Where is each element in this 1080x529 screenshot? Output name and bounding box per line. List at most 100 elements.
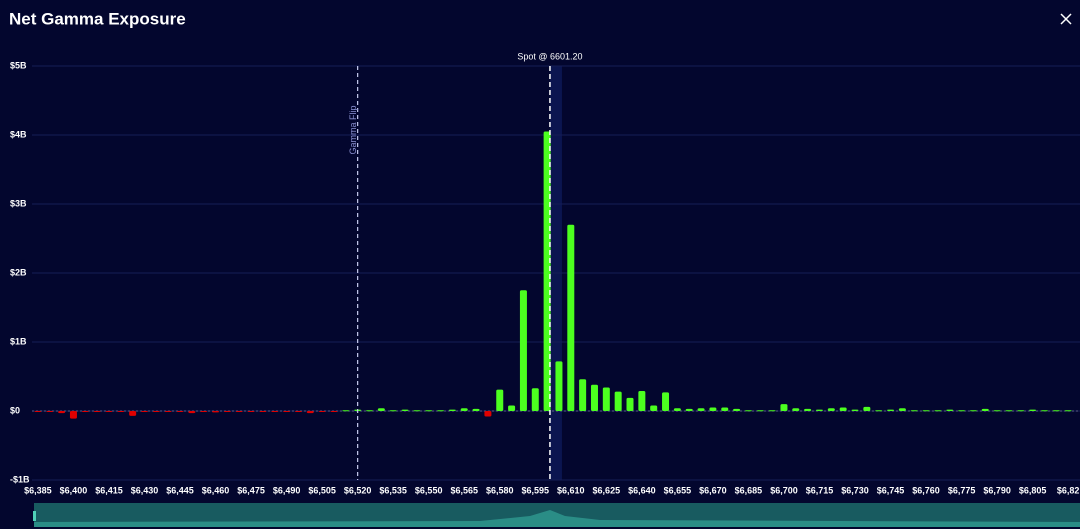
bar (294, 411, 302, 412)
bar (484, 411, 492, 417)
x-tick-label: $6,685 (735, 485, 763, 495)
bar (472, 408, 480, 411)
x-tick-label: $6,715 (806, 485, 834, 495)
x-tick-label: $6,400 (60, 485, 88, 495)
bar (910, 410, 918, 412)
bar (1040, 410, 1048, 412)
bar (685, 408, 693, 411)
x-tick-label: $6,490 (273, 485, 301, 495)
bar (662, 392, 670, 411)
bar (650, 405, 658, 411)
bar (425, 410, 433, 412)
bar (543, 131, 551, 412)
bar (93, 411, 101, 412)
bar (259, 411, 267, 412)
bar (602, 387, 610, 411)
y-tick-label: $2B (10, 267, 27, 277)
chart-title: Net Gamma Exposure (9, 9, 186, 28)
bar (946, 409, 954, 411)
x-tick-label: $6,475 (237, 485, 265, 495)
bar (792, 408, 800, 411)
bar (235, 411, 243, 412)
y-tick-label: -$1B (10, 474, 30, 484)
bar (283, 411, 291, 412)
bar (129, 411, 137, 416)
x-tick-label: $6,535 (379, 485, 407, 495)
bar (1052, 410, 1060, 412)
bar (377, 408, 385, 411)
bar (1017, 410, 1025, 412)
x-tick-label: $6,730 (841, 485, 869, 495)
x-tick-label: $6,640 (628, 485, 656, 495)
bar (330, 411, 338, 412)
bar (934, 410, 942, 412)
x-tick-label: $6,385 (24, 485, 52, 495)
bar (673, 408, 681, 411)
x-tick-label: $6,505 (308, 485, 336, 495)
bar (768, 410, 776, 412)
bar (223, 411, 231, 412)
y-tick-label: $4B (10, 129, 27, 139)
x-tick-label: $6,610 (557, 485, 585, 495)
bar (1029, 409, 1037, 411)
x-tick-label: $6,82 (1057, 485, 1080, 495)
x-tick-label: $6,655 (664, 485, 692, 495)
bar (34, 411, 42, 412)
x-tick-label: $6,625 (593, 485, 621, 495)
navigator[interactable] (33, 503, 1080, 527)
bar (638, 390, 646, 411)
bar (1064, 410, 1072, 412)
bar (365, 410, 373, 412)
bar (590, 384, 598, 411)
bar (212, 411, 220, 413)
bar (887, 409, 895, 411)
bar (437, 410, 445, 412)
x-tick-label: $6,760 (912, 485, 940, 495)
x-tick-label: $6,805 (1019, 485, 1047, 495)
bar (58, 411, 66, 414)
bar (614, 391, 622, 411)
y-tick-label: $0 (10, 405, 20, 415)
bar (555, 361, 563, 411)
bar (756, 410, 764, 412)
x-tick-label: $6,520 (344, 485, 372, 495)
bar (247, 411, 255, 412)
bar (697, 408, 705, 411)
bar (46, 411, 54, 412)
bar (922, 410, 930, 412)
bar (69, 411, 77, 419)
bar (969, 410, 977, 412)
x-tick-label: $6,775 (948, 485, 976, 495)
close-button[interactable] (1060, 13, 1072, 25)
bar (318, 411, 326, 412)
bar (709, 407, 717, 411)
bar (875, 410, 883, 412)
bar (176, 411, 184, 412)
bar (733, 408, 741, 411)
bar (827, 408, 835, 411)
bar (460, 408, 468, 411)
bar (815, 409, 823, 411)
x-tick-label: $6,430 (131, 485, 159, 495)
bar (863, 406, 871, 411)
bar (981, 408, 989, 411)
bar (721, 407, 729, 411)
bar (81, 411, 89, 412)
bar (164, 411, 172, 412)
bar (958, 410, 966, 412)
bar (531, 388, 539, 411)
bar (851, 409, 859, 411)
bar (306, 411, 314, 414)
x-tick-label: $6,565 (450, 485, 478, 495)
bar (140, 411, 148, 412)
bar (117, 411, 125, 412)
bar (1005, 410, 1013, 412)
bar (496, 389, 504, 411)
bar (105, 411, 113, 412)
bar (152, 411, 160, 412)
bar (448, 409, 456, 411)
bar (993, 410, 1001, 412)
